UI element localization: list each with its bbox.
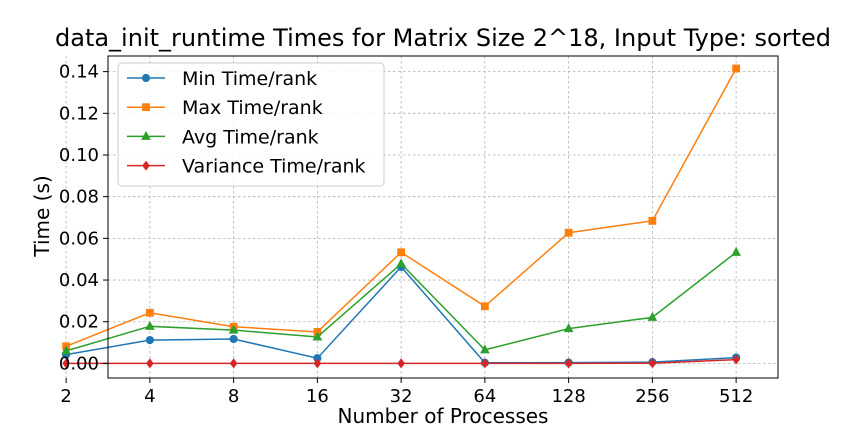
x-tick-label: 256 [635,386,669,407]
legend-marker [141,130,151,140]
x-tick-label: 128 [551,386,585,407]
data-point [397,358,405,369]
y-tick-label: 0.12 [59,103,99,124]
data-point [145,335,154,345]
legend-label: Max Time/rank [182,97,323,119]
legend-entry: Max Time/rank [127,97,323,119]
y-tick-label: 0.10 [59,145,99,166]
data-point [229,358,238,369]
data-point [481,358,489,369]
data-point [648,358,657,369]
legend-marker [142,160,150,171]
chart-title: data_init_runtime Times for Matrix Size … [55,24,831,52]
data-point [564,228,573,237]
legend-marker [142,103,150,112]
x-tick-label: 16 [306,386,329,407]
legend-label: Min Time/rank [182,68,317,90]
data-point [480,344,490,354]
x-axis: 2 4 8 16 32 64 128 256 512 [60,378,753,407]
y-tick-label: 0.06 [59,228,99,249]
y-tick-label: 0.04 [59,270,99,291]
data-point [732,64,741,73]
x-tick-label: 8 [228,386,239,407]
y-tick-label: 0.14 [59,62,99,83]
y-axis-label: Time (s) [30,175,54,257]
data-point [61,345,71,355]
legend-entry: Variance Time/rank [127,156,366,178]
data-point [563,323,574,333]
y-tick-label: 0.08 [59,187,99,208]
data-point [229,334,238,344]
data-point [480,302,489,311]
legend-frame [117,62,385,187]
series-3 [61,246,741,355]
x-tick-label: 512 [719,386,753,407]
x-tick-label: 64 [473,386,496,407]
plot-frame [107,55,779,379]
y-tick-label: 0.02 [59,312,99,333]
series-4 [62,354,740,369]
series-layer [61,64,741,369]
data-point [396,258,406,268]
legend: Min Time/rank Max Time/rank Avg Time/rank V… [117,62,385,187]
y-tick-label: 0.00 [59,353,99,374]
legend-label: Avg Time/rank [182,126,319,148]
x-tick-label: 4 [144,386,155,407]
data-point [313,358,322,369]
data-point [62,358,70,369]
data-point [145,308,154,317]
data-point [312,331,323,341]
legend-entry: Min Time/rank [127,68,317,90]
x-axis-label: Number of Processes [338,404,549,428]
data-point [732,354,740,365]
data-point [145,320,155,330]
data-point [564,358,573,369]
legend-marker [141,73,151,83]
x-tick-label: 2 [60,386,71,407]
data-point [397,248,406,257]
data-point [648,216,657,225]
data-point [731,246,741,256]
data-point [228,324,239,334]
data-point [647,311,658,321]
data-point [146,358,154,369]
x-tick-label: 32 [390,386,413,407]
legend-label: Variance Time/rank [182,156,366,178]
y-axis: 0.00 0.02 0.04 0.06 0.08 0.10 0.12 0.14 [59,62,108,374]
legend-entry: Avg Time/rank [127,126,319,148]
